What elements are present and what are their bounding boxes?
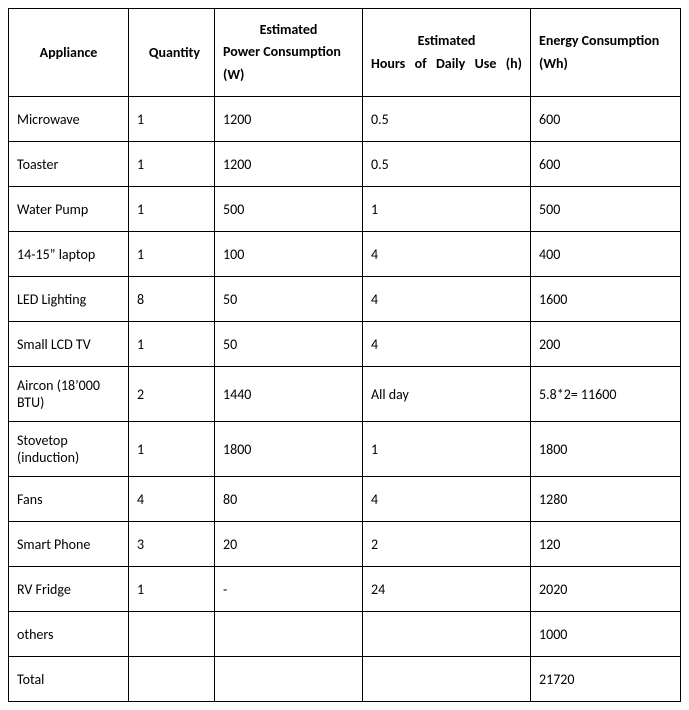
cell-quantity: 4 [129, 477, 215, 522]
table-row: Smart Phone3202120 [9, 522, 681, 567]
cell-quantity [129, 657, 215, 702]
cell-appliance: Microwave [9, 97, 129, 142]
cell-hours: 1 [363, 187, 531, 232]
cell-quantity: 1 [129, 187, 215, 232]
cell-appliance: Smart Phone [9, 522, 129, 567]
cell-appliance: others [9, 612, 129, 657]
cell-energy: 2020 [531, 567, 681, 612]
cell-quantity [129, 612, 215, 657]
cell-hours: 4 [363, 477, 531, 522]
cell-power: 1200 [215, 142, 363, 187]
header-power-estimated: Estimated [223, 19, 354, 41]
cell-energy: 1600 [531, 277, 681, 322]
table-row: Stovetop (induction)1180011800 [9, 422, 681, 477]
header-hours-rest: Hours of Daily Use (h) [371, 53, 522, 75]
cell-quantity: 1 [129, 422, 215, 477]
energy-consumption-table: Appliance Quantity Estimated Power Consu… [8, 8, 681, 702]
cell-quantity: 1 [129, 97, 215, 142]
table-row: LED Lighting85041600 [9, 277, 681, 322]
cell-energy: 21720 [531, 657, 681, 702]
cell-energy: 1280 [531, 477, 681, 522]
cell-quantity: 3 [129, 522, 215, 567]
cell-power: 20 [215, 522, 363, 567]
table-row: Toaster112000.5600 [9, 142, 681, 187]
table-row: Total 21720 [9, 657, 681, 702]
cell-energy: 600 [531, 142, 681, 187]
cell-appliance: 14-15” laptop [9, 232, 129, 277]
cell-appliance: Toaster [9, 142, 129, 187]
cell-energy: 1000 [531, 612, 681, 657]
table-header-row: Appliance Quantity Estimated Power Consu… [9, 9, 681, 97]
header-quantity: Quantity [129, 9, 215, 97]
cell-hours [363, 657, 531, 702]
cell-hours: 1 [363, 422, 531, 477]
cell-hours: All day [363, 367, 531, 422]
table-row: Fans48041280 [9, 477, 681, 522]
cell-appliance: Total [9, 657, 129, 702]
header-energy: Energy Consumption (Wh) [531, 9, 681, 97]
cell-power: 100 [215, 232, 363, 277]
table-row: Water Pump15001500 [9, 187, 681, 232]
cell-energy: 200 [531, 322, 681, 367]
cell-hours: 0.5 [363, 97, 531, 142]
cell-hours [363, 612, 531, 657]
cell-energy: 5.8*2= 11600 [531, 367, 681, 422]
cell-quantity: 1 [129, 567, 215, 612]
table-row: Microwave112000.5600 [9, 97, 681, 142]
cell-power: 50 [215, 322, 363, 367]
cell-quantity: 8 [129, 277, 215, 322]
cell-power: 50 [215, 277, 363, 322]
cell-hours: 4 [363, 322, 531, 367]
cell-appliance: LED Lighting [9, 277, 129, 322]
header-hours-estimated: Estimated [371, 30, 522, 52]
cell-hours: 4 [363, 277, 531, 322]
cell-quantity: 2 [129, 367, 215, 422]
header-power-rest: Power Consumption (W) [223, 43, 341, 82]
table-row: others 1000 [9, 612, 681, 657]
cell-appliance: Stovetop (induction) [9, 422, 129, 477]
table-row: 14-15” laptop11004400 [9, 232, 681, 277]
cell-appliance: Aircon (18’000 BTU) [9, 367, 129, 422]
cell-hours: 4 [363, 232, 531, 277]
header-hours: Estimated Hours of Daily Use (h) [363, 9, 531, 97]
cell-quantity: 1 [129, 322, 215, 367]
cell-power: 80 [215, 477, 363, 522]
cell-energy: 500 [531, 187, 681, 232]
cell-power: 500 [215, 187, 363, 232]
table-body: Microwave112000.5600Toaster112000.5600Wa… [9, 97, 681, 702]
cell-quantity: 1 [129, 142, 215, 187]
cell-hours: 24 [363, 567, 531, 612]
cell-power [215, 612, 363, 657]
header-appliance: Appliance [9, 9, 129, 97]
cell-appliance: RV Fridge [9, 567, 129, 612]
cell-appliance: Water Pump [9, 187, 129, 232]
cell-appliance: Small LCD TV [9, 322, 129, 367]
cell-hours: 2 [363, 522, 531, 567]
table-row: Aircon (18’000 BTU)21440All day5.8*2= 11… [9, 367, 681, 422]
cell-energy: 1800 [531, 422, 681, 477]
table-row: RV Fridge1-242020 [9, 567, 681, 612]
header-power: Estimated Power Consumption (W) [215, 9, 363, 97]
cell-appliance: Fans [9, 477, 129, 522]
cell-power: 1200 [215, 97, 363, 142]
cell-energy: 600 [531, 97, 681, 142]
cell-energy: 400 [531, 232, 681, 277]
cell-power: - [215, 567, 363, 612]
cell-hours: 0.5 [363, 142, 531, 187]
cell-power: 1440 [215, 367, 363, 422]
cell-energy: 120 [531, 522, 681, 567]
table-row: Small LCD TV1504200 [9, 322, 681, 367]
cell-power [215, 657, 363, 702]
cell-quantity: 1 [129, 232, 215, 277]
cell-power: 1800 [215, 422, 363, 477]
